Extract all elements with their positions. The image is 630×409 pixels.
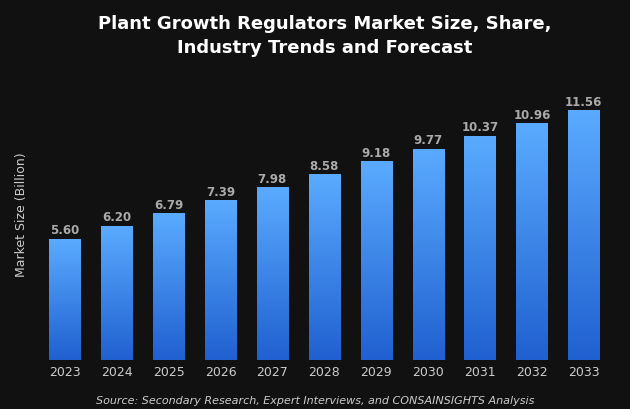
Text: 6.79: 6.79	[154, 198, 183, 211]
Bar	[413, 149, 444, 360]
Text: 10.37: 10.37	[461, 121, 498, 134]
Bar	[257, 188, 288, 360]
Bar	[205, 201, 236, 360]
Text: 6.20: 6.20	[102, 211, 131, 224]
Text: 9.18: 9.18	[362, 146, 391, 160]
Y-axis label: Market Size (Billion): Market Size (Billion)	[15, 152, 28, 276]
Bar	[49, 239, 80, 360]
Bar	[568, 111, 599, 360]
Title: Plant Growth Regulators Market Size, Share,
Industry Trends and Forecast: Plant Growth Regulators Market Size, Sha…	[98, 15, 551, 56]
Bar	[101, 226, 132, 360]
Text: 7.98: 7.98	[258, 173, 287, 185]
Text: Source: Secondary Research, Expert Interviews, and CONSAINSIGHTS Analysis: Source: Secondary Research, Expert Inter…	[96, 395, 534, 405]
Text: 9.77: 9.77	[413, 134, 443, 147]
Text: 8.58: 8.58	[309, 160, 339, 173]
Bar	[309, 175, 340, 360]
Text: 5.60: 5.60	[50, 224, 79, 237]
Text: 11.56: 11.56	[565, 95, 602, 108]
Bar	[153, 213, 184, 360]
Bar	[360, 162, 392, 360]
Bar	[464, 137, 496, 360]
Text: 10.96: 10.96	[513, 108, 551, 121]
Text: 7.39: 7.39	[206, 185, 235, 198]
Bar	[517, 124, 547, 360]
